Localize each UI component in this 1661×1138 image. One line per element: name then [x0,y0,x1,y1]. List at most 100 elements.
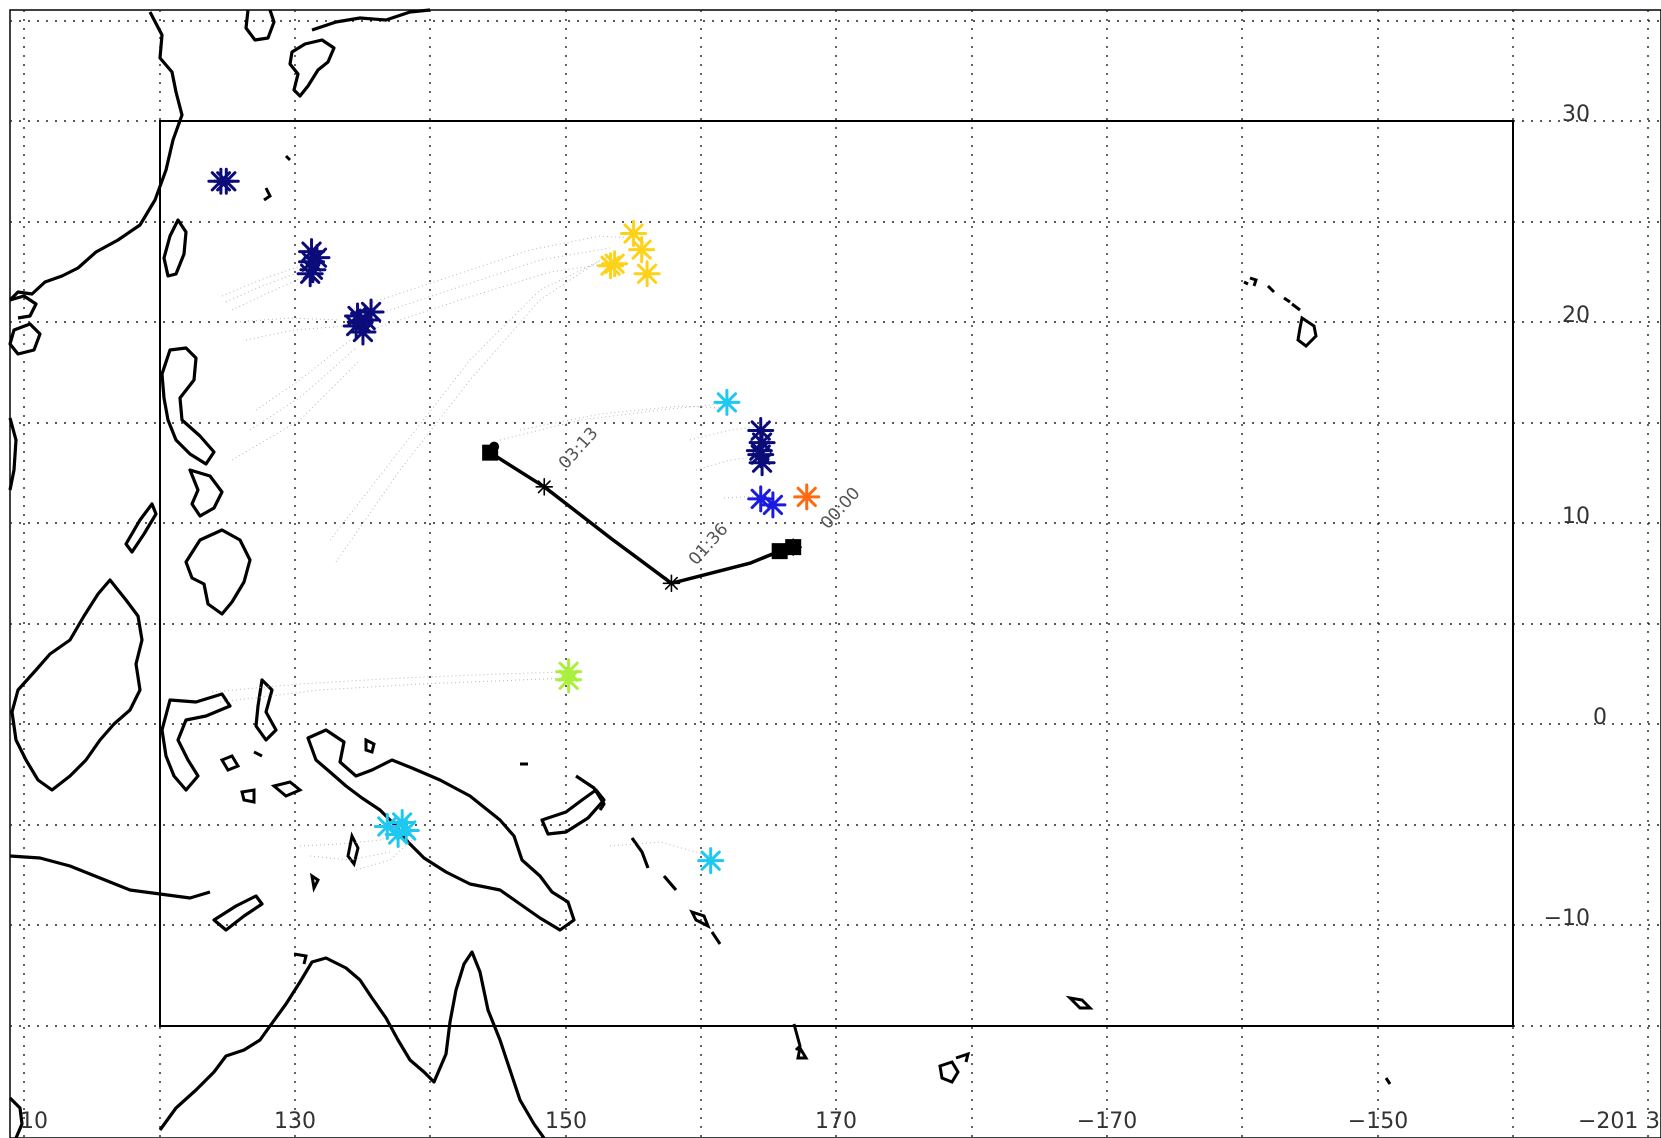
coast-lesser-sunda [9,854,211,900]
source-marker [212,167,240,195]
trajectory-trail [309,851,391,861]
source-marker-stroke [216,171,237,192]
source-marker-stroke [749,440,770,461]
island [309,872,320,893]
source-marker [713,388,741,416]
x-tick-label: 170 [815,1109,857,1134]
source-marker-stroke [604,253,625,274]
graticule [10,10,1661,1138]
trajectory-trail [231,359,361,461]
y-tick-label: −10 [1544,906,1590,931]
source-marker-stroke [623,223,644,244]
trajectory-trail [355,839,413,871]
island [253,750,263,758]
island-hawaii [1249,276,1258,287]
island [1384,1077,1392,1085]
coast-new-guinea [306,728,576,932]
source-marker [384,821,412,849]
coast-vietnam-south [8,417,18,491]
source-marker [748,449,776,477]
small-islands [219,154,1392,1085]
island [240,788,256,804]
coast-solomons-2 [662,874,678,892]
island-hawaii [1291,302,1301,312]
trajectory-trail [225,271,301,303]
track-line [489,451,794,586]
source-marker-stroke [350,311,371,333]
trajectory-trail [231,275,307,311]
back-trajectories [211,235,781,871]
coast-luzon [160,346,216,466]
island-hawaii [1266,284,1276,294]
coast-taiwan [162,218,188,278]
coast-australia [158,950,546,1138]
y-tick-label: 0 [1593,705,1607,730]
y-tick-labels: 30 20 10 0 −10 [1544,102,1607,931]
trajectory-trail [211,671,567,693]
trajectory-trail [235,317,341,323]
x-tick-label: 10 [20,1109,48,1134]
coast-timor [212,894,264,932]
track-end-marker [771,543,788,560]
source-marker-stroke [352,321,374,343]
x-tick-label: −201 [1578,1109,1638,1134]
track-time-label: 03:13 [555,424,603,474]
source-marker [745,437,773,465]
coast-solomons [630,837,650,869]
track-time-mark [784,538,803,556]
coast-visayas [188,468,224,518]
x-tick-label: 150 [545,1109,587,1134]
domain-box [159,120,1514,1027]
source-marker [555,666,583,694]
island [938,1060,960,1084]
trajectory-trail [609,841,711,857]
coast-new-ireland [575,774,606,811]
coast-borneo [10,578,144,792]
coast-china [8,11,184,302]
island [293,952,308,965]
island [955,1051,971,1063]
track-time-label: 00:00 [817,484,865,534]
coast-sulawesi [160,692,232,792]
source-marker-stroke [750,488,771,510]
y-tick-label: 10 [1562,504,1590,529]
source-marker [601,250,629,278]
flight-track [482,441,803,593]
source-markers [207,167,821,875]
trajectory-trail [245,325,347,341]
source-marker-stroke [392,812,413,833]
coast-vietnam [9,294,38,320]
island [346,831,360,868]
track-time-label: 01:36 [685,520,733,570]
coast-halmahera [254,678,278,742]
track-time-mark-stroke [786,540,800,554]
trajectory-trail [335,259,601,563]
source-marker [633,260,661,288]
source-marker [296,260,324,288]
island-hawaii [1243,280,1249,286]
coast-palawan [124,502,158,554]
source-marker [697,847,725,875]
source-marker [620,220,648,248]
trajectory-trail [329,255,611,541]
trajectory-trail [219,677,571,703]
trajectory-trail [255,339,351,411]
source-marker-stroke [636,263,658,284]
source-marker-stroke [762,494,784,516]
x-tick-label: −170 [1077,1109,1137,1134]
trajectory-trail [299,829,401,847]
island [284,154,292,162]
coast-mindanao [184,528,252,616]
trajectory-trail [349,235,631,311]
coast-new-britain [540,788,606,836]
trajectory-trail [359,247,611,321]
coastlines [8,8,678,1138]
island [219,754,241,772]
source-marker-stroke [716,392,738,413]
source-marker-stroke [300,263,321,284]
corner-label-fragment: 3 [1646,1109,1660,1134]
island [1065,995,1094,1010]
source-marker [346,308,374,336]
coast-korea [244,9,276,42]
